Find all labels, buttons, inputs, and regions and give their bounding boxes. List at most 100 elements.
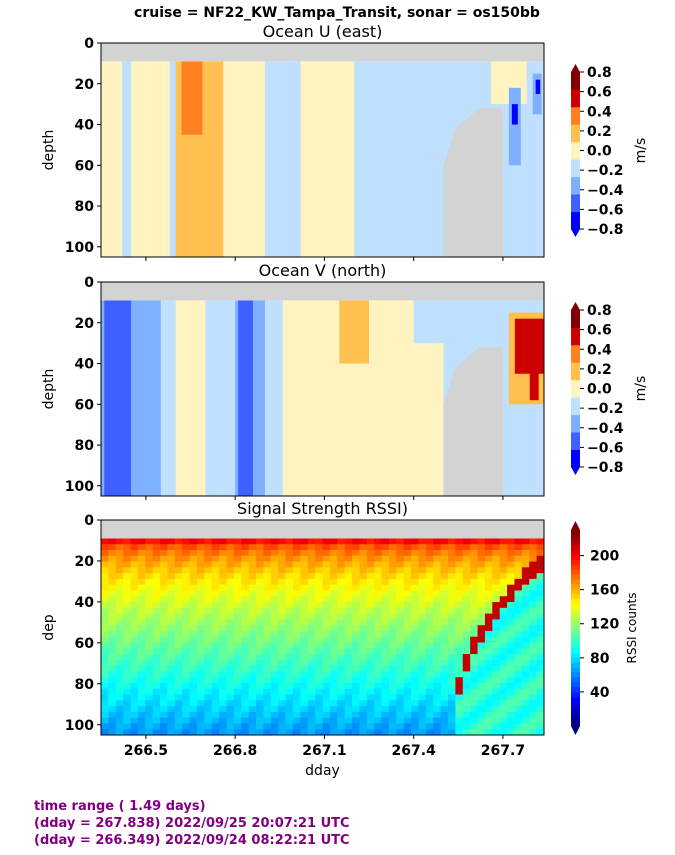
time-range-footer: time range ( 1.49 days) (dday = 267.838)… (34, 798, 350, 849)
rssi-cell (123, 613, 132, 620)
rssi-cell (322, 648, 331, 655)
rssi-cell (329, 688, 338, 696)
plot-frame (100, 42, 545, 258)
rssi-cell (352, 665, 361, 673)
rssi-cell (425, 665, 434, 673)
rssi-cell (204, 602, 213, 609)
y-tick-label: 60 (75, 158, 95, 174)
rssi-cell (448, 619, 456, 626)
rssi-cell (322, 729, 331, 735)
rssi-cell (337, 659, 346, 667)
rssi-cell (411, 682, 420, 690)
rssi-cell (499, 544, 508, 551)
rssi-cell (492, 630, 501, 638)
rssi-cell (374, 549, 383, 557)
rssi-cell (322, 544, 331, 551)
rssi-cell (270, 682, 279, 690)
rssi-cell (315, 717, 324, 725)
rssi-cell (433, 596, 442, 603)
rssi-cell (278, 711, 287, 719)
rssi-cell (448, 648, 456, 655)
rssi-cell (182, 630, 191, 638)
rssi-cell (241, 607, 250, 615)
rssi-cell (233, 665, 242, 673)
rssi-cell (329, 602, 338, 609)
rssi-cell (329, 729, 338, 735)
rssi-cell (352, 648, 361, 655)
rssi-cell (108, 671, 117, 678)
rssi-cell (123, 636, 132, 644)
rssi-cell (337, 578, 346, 586)
rssi-cell (270, 602, 279, 609)
rssi-cell (300, 561, 309, 568)
rssi-cell (440, 602, 449, 609)
rssi-cell (425, 544, 434, 551)
rssi-cell (352, 636, 361, 644)
rssi-cell (374, 694, 383, 701)
rssi-cell (270, 648, 279, 655)
rssi-cell (270, 613, 279, 620)
rssi-cell (315, 665, 324, 673)
rssi-cell (219, 567, 228, 574)
rssi-cell (285, 555, 294, 563)
rssi-cell (352, 654, 361, 661)
y-tick-label: 40 (75, 357, 95, 373)
rssi-cell (270, 659, 279, 667)
rssi-cell (322, 677, 331, 684)
rssi-cell (248, 700, 257, 707)
rssi-cell (322, 596, 331, 603)
rssi-cell (484, 607, 493, 615)
rssi-cell (425, 717, 434, 725)
rssi-cell (167, 706, 176, 713)
rssi-cell (248, 688, 257, 696)
rssi-cell (196, 648, 205, 655)
rssi-cell (108, 613, 117, 620)
rssi-cell (130, 567, 139, 574)
rssi-cell (137, 555, 146, 563)
rssi-cell (233, 648, 242, 655)
rssi-cell (285, 711, 294, 719)
rssi-cell (433, 677, 442, 684)
rssi-cell (300, 659, 309, 667)
rssi-cell (455, 578, 464, 586)
rssi-cell (352, 549, 361, 557)
rssi-cell (344, 619, 353, 626)
rssi-cell (160, 682, 169, 690)
rssi-cell (322, 625, 331, 632)
rssi-cell (130, 688, 139, 696)
rssi-cell (507, 729, 516, 735)
rssi-cell (514, 578, 523, 586)
rssi-cell (204, 555, 213, 563)
rssi-cell (359, 682, 368, 690)
rssi-cell (521, 630, 530, 638)
rssi-cell (359, 555, 368, 563)
rssi-cell (204, 636, 213, 644)
rssi-cell (174, 659, 183, 667)
rssi-cell (152, 625, 161, 632)
rssi-cell (322, 636, 331, 644)
rssi-cell (315, 567, 324, 574)
rssi-cell (211, 723, 220, 730)
rssi-cell (241, 694, 250, 701)
rssi-cell (241, 625, 250, 632)
rssi-cell (145, 544, 154, 551)
rssi-cell (189, 544, 198, 551)
rssi-cell (440, 596, 449, 603)
rssi-cell (366, 711, 375, 719)
rssi-cell (315, 607, 324, 615)
velocity-patch (514, 318, 544, 374)
rssi-cell (211, 682, 220, 690)
rssi-cell (536, 619, 544, 626)
rssi-cell (292, 729, 301, 735)
rssi-cell (226, 607, 235, 615)
rssi-cell (329, 561, 338, 568)
rssi-cell (152, 659, 161, 667)
rssi-cell (145, 607, 154, 615)
colorbar-tick-label: 0.2 (587, 362, 612, 378)
rssi-cell (137, 729, 146, 735)
rssi-cell (233, 659, 242, 667)
rssi-cell (329, 567, 338, 574)
rssi-cell (470, 636, 479, 644)
rssi-cell (396, 671, 405, 678)
rssi-cell (145, 717, 154, 725)
